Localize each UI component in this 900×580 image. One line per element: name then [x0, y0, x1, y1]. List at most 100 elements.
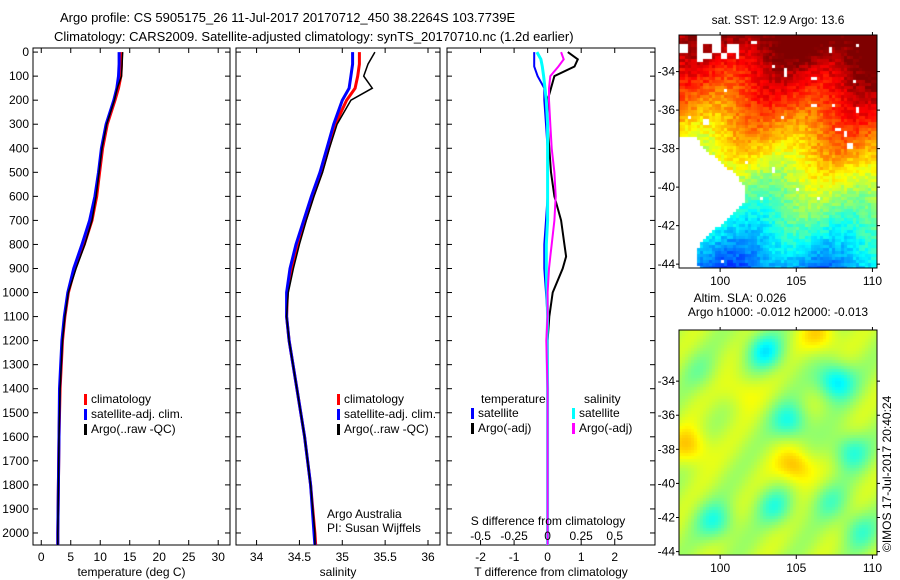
map-frame: [678, 329, 878, 556]
series-line-t-satellite: [533, 52, 549, 545]
legend-swatch: [84, 424, 87, 435]
x-tick-label: 105: [786, 274, 806, 288]
legend-swatch: [84, 394, 87, 405]
temperature-profile-panel: 0 5 10 15 20 25 300100200300400500600700800900…: [2, 45, 231, 579]
legend-entry: satellite-adj. clim.: [91, 407, 183, 421]
y-tick-label: 0: [22, 45, 29, 59]
y-tick-label: -40: [658, 476, 676, 490]
x2-tick-label: 0.25: [570, 529, 594, 543]
y-tick-label: 1300: [2, 358, 29, 372]
x-tick-label: 100: [710, 561, 730, 575]
x-tick-label: 10: [94, 550, 108, 564]
legend-entry: climatology: [91, 392, 151, 406]
y-tick-label: -34: [658, 65, 676, 79]
y-tick-label: 1700: [2, 454, 29, 468]
x-tick-label: 36: [421, 550, 435, 564]
sla-map-subtitle: Argo h1000: -0.012 h2000: -0.013: [688, 305, 868, 319]
x-tick-label: 2: [611, 550, 618, 564]
x-axis-label: salinity: [320, 565, 357, 579]
legend-title-temperature: temperature: [481, 392, 546, 406]
x-tick-label: -2: [475, 550, 486, 564]
y-tick-label: 1900: [2, 502, 29, 516]
y-tick-label: 1800: [2, 478, 29, 492]
legend-entry: satellite: [579, 406, 620, 420]
y-tick-label: 1400: [2, 382, 29, 396]
y-tick-label: 1000: [2, 286, 29, 300]
imos-stamp: ©IMOS 17-Jul-2017 20:40:24: [880, 395, 894, 552]
series-line-t-argo-adj-: [546, 51, 580, 545]
legend-swatch: [84, 409, 87, 420]
series-line-satellite-adj-clim-: [285, 52, 355, 546]
title-line2: Climatology: CARS2009. Satellite-adjuste…: [54, 29, 574, 44]
sla-map-image: [679, 330, 877, 555]
y-tick-label: -36: [658, 103, 676, 117]
x2-tick-label: -0.25: [500, 529, 528, 543]
x-tick-label: 5: [67, 550, 74, 564]
axes-frame: [235, 47, 441, 546]
legend-swatch: [471, 408, 474, 419]
axes-frame: [446, 47, 656, 546]
y-tick-label: -38: [658, 442, 676, 456]
x-tick-label: 34.5: [288, 550, 312, 564]
x-tick-label: 34: [250, 550, 264, 564]
x-tick-label: 35: [336, 550, 350, 564]
legend-entry: Argo(-adj): [478, 421, 531, 435]
y-tick-label: -34: [658, 374, 676, 388]
series-line-argo-raw-qc-: [57, 52, 124, 545]
x-tick-label: 25: [182, 550, 196, 564]
y-tick-label: -42: [658, 219, 676, 233]
difference-profile-panel: -2 -1 0 1 2T difference from climatology temp…: [446, 47, 656, 579]
x-tick-label: 100: [710, 274, 730, 288]
legend-swatch: [471, 423, 474, 434]
y-tick-label: 400: [9, 141, 29, 155]
legend-entry: Argo(..raw -QC): [91, 422, 176, 436]
y-tick-label: 200: [9, 93, 29, 107]
y-tick-label: 2000: [2, 526, 29, 540]
sla-map-axes: 100 105 110 -34 -36 -38 -40 -42 -44 Altim. SLA: 0…: [658, 291, 883, 575]
legend-entry: satellite-adj. clim.: [344, 407, 436, 421]
x-tick-label: 110: [863, 561, 882, 575]
x-tick-label: 20: [153, 550, 167, 564]
map-frame: [678, 34, 878, 269]
x2-axis-label: S difference from climatology: [471, 514, 626, 528]
x-tick-label: 1: [578, 550, 585, 564]
title-line1: Argo profile: CS 5905175_26 11-Jul-2017 …: [60, 10, 515, 25]
y-tick-label: 700: [9, 213, 29, 227]
legend-title-salinity: salinity: [584, 392, 621, 406]
x-tick-label: 35.5: [373, 550, 397, 564]
salinity-profile-panel: 34 34.5 35 35.5 36 salinity climatologysatelli…: [235, 47, 441, 579]
credit-pi: PI: Susan Wijffels: [327, 521, 421, 535]
legend-swatch: [337, 409, 340, 420]
y-tick-label: 1200: [2, 334, 29, 348]
x-tick-label: -1: [509, 550, 520, 564]
x-tick-label: 0: [38, 550, 45, 564]
x-tick-label: 30: [212, 550, 226, 564]
legend-entry: Argo(-adj): [579, 421, 632, 435]
y-tick-label: 600: [9, 189, 29, 203]
y-tick-label: -44: [658, 545, 676, 559]
y-tick-label: 900: [9, 261, 29, 275]
y-tick-label: -44: [658, 257, 676, 271]
y-tick-label: 300: [9, 117, 29, 131]
series-line-s-argo-adj-: [545, 51, 565, 545]
y-tick-label: -42: [658, 511, 676, 525]
x2-tick-label: 0: [544, 529, 551, 543]
y-tick-label: 1500: [2, 406, 29, 420]
legend-entry: climatology: [344, 392, 404, 406]
legend-swatch: [337, 424, 340, 435]
legend-swatch: [572, 423, 575, 434]
y-tick-label: 1600: [2, 430, 29, 444]
y-tick-label: 500: [9, 165, 29, 179]
legend-swatch: [337, 394, 340, 405]
series-line-climatology: [285, 52, 361, 546]
x-tick-label: 105: [786, 561, 806, 575]
y-tick-label: -36: [658, 408, 676, 422]
sst-map-axes: 100 105 110 -34 -36 -38 -40 -42 -44 sat. SST: 12.…: [658, 13, 883, 288]
legend-swatch: [572, 408, 575, 419]
series-line-argo-raw-qc-: [285, 51, 376, 545]
sla-map-title: Altim. SLA: 0.026: [694, 291, 787, 305]
x2-tick-label: -0.5: [470, 529, 491, 543]
x-axis-label: T difference from climatology: [474, 565, 628, 579]
